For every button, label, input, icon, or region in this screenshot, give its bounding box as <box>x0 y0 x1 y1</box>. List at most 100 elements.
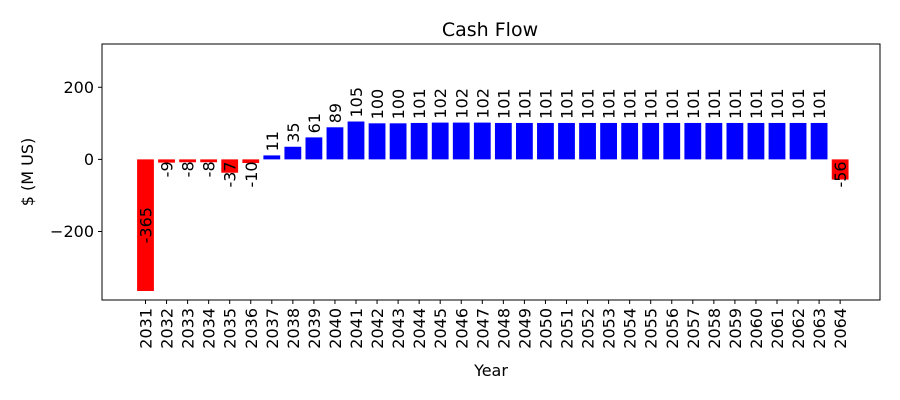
x-tick-label-2060: 2060 <box>747 308 766 349</box>
data-label-2062: 101 <box>789 88 808 119</box>
x-tick-label-2055: 2055 <box>642 308 661 349</box>
data-label-2046: 102 <box>452 88 471 119</box>
x-tick-label-2044: 2044 <box>410 308 429 349</box>
x-tick-label-2050: 2050 <box>536 308 555 349</box>
x-tick-label-2033: 2033 <box>179 308 198 349</box>
x-tick-label-2054: 2054 <box>621 308 640 349</box>
data-label-2061: 101 <box>768 88 787 119</box>
bar-2051 <box>558 122 575 160</box>
bar-2039 <box>305 137 323 160</box>
bar-2062 <box>789 122 807 160</box>
bar-2048 <box>494 122 512 160</box>
x-tick-label-2043: 2043 <box>389 308 408 349</box>
bar-2056 <box>663 122 681 160</box>
data-label-2049: 101 <box>515 88 534 119</box>
bar-2060 <box>747 122 765 160</box>
data-label-2034: -8 <box>200 161 219 177</box>
data-label-2038: 35 <box>284 122 303 142</box>
bar-2054 <box>621 122 639 160</box>
x-tick-label-2046: 2046 <box>452 308 471 349</box>
bar-2047 <box>473 122 491 160</box>
y-axis-label: $ (M US) <box>18 138 37 207</box>
bar-2049 <box>516 122 533 160</box>
x-tick-label-2052: 2052 <box>579 308 598 349</box>
bar-2057 <box>684 122 702 160</box>
data-label-2039: 61 <box>305 113 324 133</box>
data-label-2057: 101 <box>684 88 703 119</box>
y-tick-label-200: 200 <box>63 78 94 97</box>
x-tick-label-2057: 2057 <box>684 308 703 349</box>
data-label-2060: 101 <box>747 88 766 119</box>
bar-2036 <box>242 159 260 163</box>
x-tick-label-2051: 2051 <box>558 308 577 349</box>
data-label-2036: -10 <box>242 161 261 187</box>
x-tick-label-2064: 2064 <box>831 308 850 349</box>
data-label-2055: 101 <box>642 88 661 119</box>
bar-2033 <box>179 159 196 163</box>
data-label-2040: 89 <box>326 103 345 123</box>
y-tick-label-0: 0 <box>84 150 94 169</box>
x-tick-label-2056: 2056 <box>663 308 682 349</box>
data-label-2064: -56 <box>831 161 850 187</box>
x-tick-label-2059: 2059 <box>726 308 745 349</box>
plot-frame <box>101 43 881 301</box>
x-tick-label-2035: 2035 <box>221 308 240 349</box>
data-label-2043: 100 <box>389 89 408 120</box>
bar-2058 <box>705 122 723 160</box>
x-tick-label-2036: 2036 <box>242 308 261 349</box>
x-tick-label-2042: 2042 <box>368 308 387 349</box>
bar-2041 <box>347 121 365 160</box>
x-tick-label-2053: 2053 <box>600 308 619 349</box>
bar-2034 <box>200 159 218 163</box>
x-tick-label-2037: 2037 <box>263 308 282 349</box>
x-tick-label-2061: 2061 <box>768 308 787 349</box>
data-label-2041: 105 <box>347 87 366 118</box>
data-label-2063: 101 <box>810 88 829 119</box>
bar-2055 <box>642 122 660 160</box>
x-tick-label-2041: 2041 <box>347 308 366 349</box>
data-label-2047: 102 <box>473 88 492 119</box>
x-axis-label: Year <box>473 361 508 380</box>
bar-2043 <box>389 123 407 160</box>
bars-group <box>137 121 849 291</box>
bar-2037 <box>263 155 281 160</box>
data-label-2031: -365 <box>137 207 156 243</box>
data-label-2059: 101 <box>726 88 745 119</box>
x-tick-label-2031: 2031 <box>137 308 156 349</box>
data-label-2035: -37 <box>221 161 240 187</box>
x-axis: 2031 2032 2033 2034 2035 2036 2037 2038 2039 2040… <box>137 300 850 349</box>
bar-2035 <box>221 159 239 173</box>
x-tick-label-2047: 2047 <box>473 308 492 349</box>
bar-2063 <box>810 122 828 160</box>
x-tick-label-2038: 2038 <box>284 308 303 349</box>
bar-2040 <box>326 127 344 160</box>
data-label-2044: 101 <box>410 88 429 119</box>
x-tick-label-2045: 2045 <box>431 308 450 349</box>
bar-2038 <box>284 146 302 160</box>
x-tick-label-2039: 2039 <box>305 308 324 349</box>
data-label-2045: 102 <box>431 88 450 119</box>
data-label-2042: 100 <box>368 89 387 120</box>
y-axis: −200 0 200 <box>50 78 102 241</box>
bar-2045 <box>431 122 449 160</box>
data-label-2050: 101 <box>536 88 555 119</box>
x-tick-label-2063: 2063 <box>810 308 829 349</box>
bar-2032 <box>158 159 175 163</box>
data-label-2054: 101 <box>621 88 640 119</box>
x-tick-label-2048: 2048 <box>494 308 513 349</box>
chart-title: Cash Flow <box>442 19 538 41</box>
data-label-2052: 101 <box>579 88 598 119</box>
bar-2050 <box>537 122 554 160</box>
data-label-2053: 101 <box>600 88 619 119</box>
bar-2044 <box>410 122 428 160</box>
data-label-2051: 101 <box>558 88 577 119</box>
bar-2052 <box>579 122 596 160</box>
bar-2031 <box>137 159 154 291</box>
y-tick-label--200: −200 <box>50 222 94 241</box>
data-label-2033: -8 <box>179 161 198 177</box>
data-label-2048: 101 <box>494 88 513 119</box>
data-label-2058: 101 <box>705 88 724 119</box>
x-tick-label-2058: 2058 <box>705 308 724 349</box>
